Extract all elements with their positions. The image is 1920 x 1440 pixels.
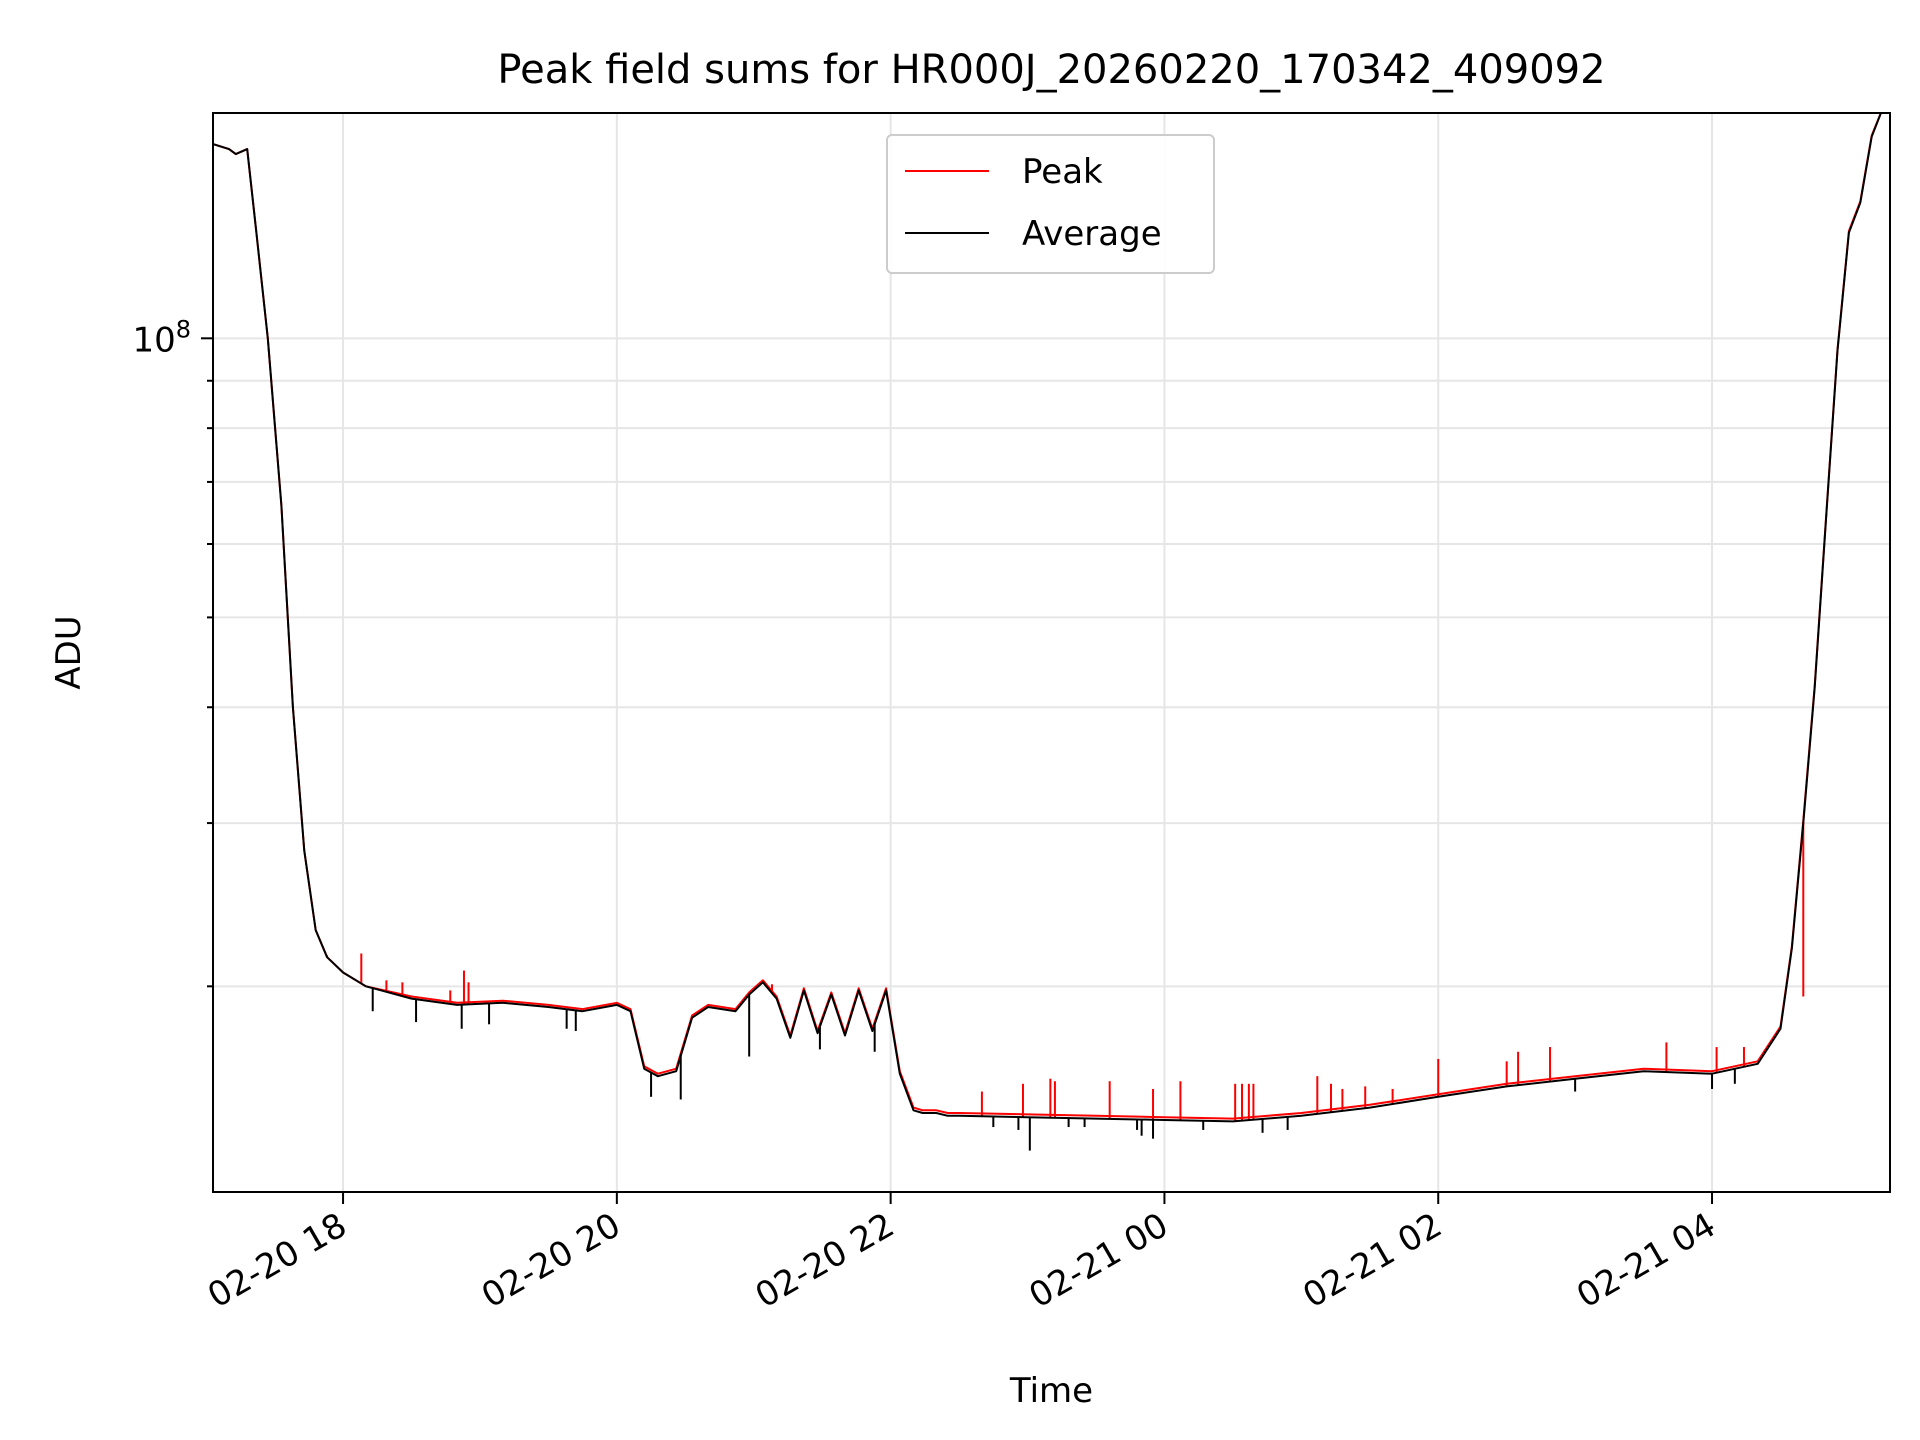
grid-lines bbox=[213, 113, 1890, 1192]
legend: Peak Average bbox=[886, 134, 1215, 274]
legend-label-average: Average bbox=[1022, 214, 1162, 254]
legend-label-peak: Peak bbox=[1022, 152, 1103, 192]
x-axis-label: Time bbox=[1009, 1371, 1093, 1411]
chart-title: Peak field sums for HR000J_20260220_1703… bbox=[497, 47, 1605, 93]
y-tick-label: 108 bbox=[132, 315, 191, 360]
plot-frame bbox=[212, 112, 1891, 1193]
spike-marks bbox=[326, 823, 1805, 1151]
series-lines bbox=[212, 112, 1882, 1123]
y-axis-label: ADU bbox=[49, 615, 89, 689]
series-line-average bbox=[212, 112, 1882, 1123]
legend-box bbox=[886, 134, 1215, 274]
